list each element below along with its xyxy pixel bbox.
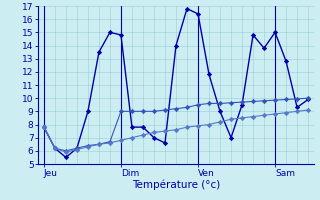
X-axis label: Température (°c): Température (°c) — [132, 179, 220, 190]
